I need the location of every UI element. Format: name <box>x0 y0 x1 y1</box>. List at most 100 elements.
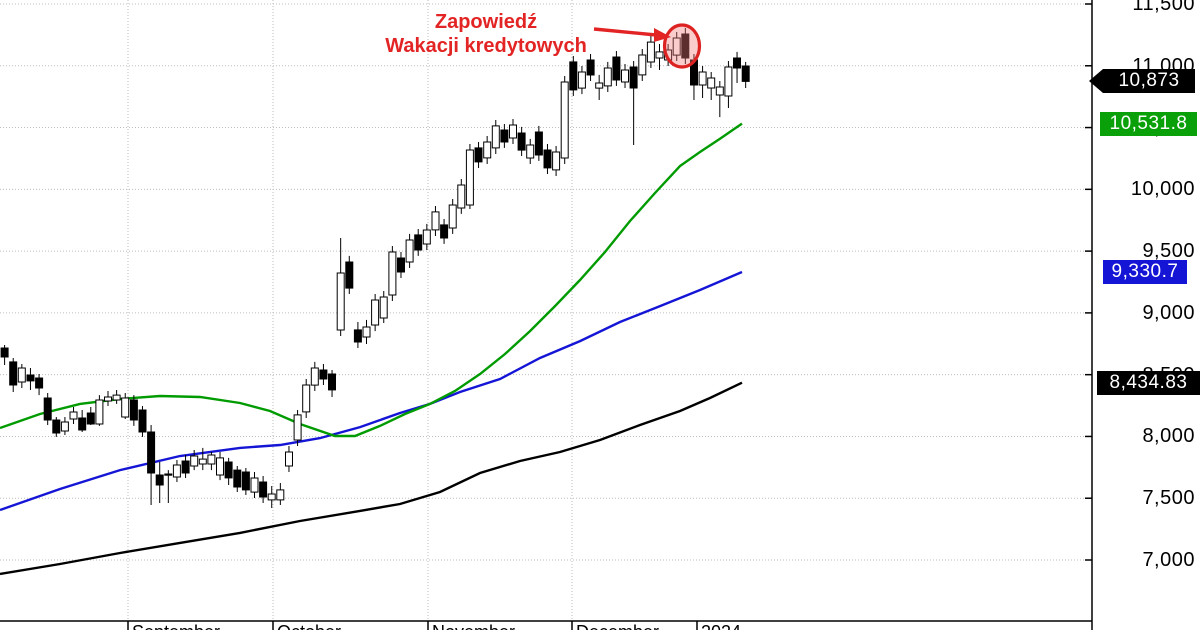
y-axis-tick-label: 11,500 <box>1132 0 1195 15</box>
ma-slow-badge: 8,434.83 <box>1097 371 1200 395</box>
y-axis-tick-label: 9,000 <box>1142 302 1195 324</box>
candle-body <box>276 489 285 501</box>
candle-body <box>440 224 449 239</box>
candle-body <box>267 493 276 501</box>
candle-body <box>595 82 604 89</box>
gridlines <box>0 0 1092 630</box>
candle-body <box>724 66 733 97</box>
candle-body <box>250 477 259 493</box>
candle-body <box>362 326 371 338</box>
annotation-text: Zapowiedź Wakacji kredytowych <box>385 10 587 58</box>
candle-body <box>129 399 138 421</box>
candle-body <box>17 367 26 383</box>
candle-body <box>78 417 87 431</box>
candle-body <box>655 51 664 59</box>
candle-body <box>526 144 535 159</box>
candle-body <box>198 458 207 465</box>
candle-body <box>319 369 328 380</box>
candle-body <box>224 461 233 479</box>
candle-body <box>638 54 647 76</box>
candle-body <box>741 65 750 82</box>
candle-body <box>164 473 173 476</box>
candle-body <box>621 69 629 83</box>
candle-body <box>86 412 95 425</box>
candle-body <box>69 411 78 420</box>
candle-body <box>138 409 147 433</box>
annotation-line1: Zapowiedź <box>434 11 538 33</box>
candle-body <box>26 374 35 382</box>
ma-fast-badge: 10,531.8 <box>1100 112 1197 136</box>
candle-body <box>560 81 569 159</box>
x-axis-month-label: October <box>277 622 341 630</box>
candle-body <box>95 399 104 425</box>
candle-body <box>216 457 224 476</box>
candles <box>0 28 750 508</box>
candle-body <box>43 397 52 421</box>
candle-body <box>465 149 474 206</box>
candle-body <box>9 361 18 386</box>
candle-body <box>629 66 638 89</box>
ma-slow-line <box>0 381 743 576</box>
y-axis-tick-label: 7,000 <box>1142 549 1195 571</box>
candle-body <box>603 67 612 87</box>
candle-body <box>422 229 431 245</box>
candle-body <box>448 204 457 229</box>
last-price-badge: 10,873 <box>1089 69 1195 93</box>
candle-body <box>328 373 336 391</box>
candle-body <box>431 211 440 231</box>
badge-pointer-icon <box>1089 69 1103 93</box>
candle-body <box>302 384 311 413</box>
y-axis-tick-label: 8,000 <box>1142 425 1195 447</box>
candle-body <box>172 464 181 478</box>
candle-body <box>121 397 130 418</box>
candle-body <box>233 469 242 488</box>
candle-body <box>345 261 354 289</box>
candle-body <box>379 296 388 319</box>
candle-body <box>672 37 681 56</box>
candle-body <box>569 61 578 91</box>
candle-body <box>474 147 483 163</box>
y-axis-tick-label: 9,500 <box>1142 240 1195 262</box>
candle-body <box>483 141 492 159</box>
candle-body <box>646 41 655 63</box>
candle-body <box>534 131 543 156</box>
candle-body <box>310 367 319 386</box>
candle-body <box>612 56 621 81</box>
highlight-circle <box>662 23 702 69</box>
candle-body <box>336 272 345 331</box>
annotation-line2: Wakacji kredytowych <box>385 35 587 57</box>
candle-body <box>52 419 61 434</box>
candle-body <box>715 86 724 96</box>
candle-body <box>698 71 707 86</box>
candle-body <box>509 124 517 139</box>
candle-body <box>491 125 500 149</box>
candle-body <box>543 149 552 169</box>
candle-body <box>500 129 509 143</box>
candle-body <box>241 471 250 491</box>
candle-body <box>0 347 9 358</box>
candle-body <box>517 132 526 151</box>
candle-body <box>586 59 595 76</box>
x-axis-month-label: 2024 <box>701 622 741 630</box>
candle-body <box>181 460 190 474</box>
annotation-arrowhead <box>654 28 671 42</box>
candle-body <box>457 184 466 209</box>
candle-body <box>104 396 112 402</box>
candle-body <box>388 251 397 296</box>
annotation-arrow <box>593 27 657 37</box>
candle-body <box>155 474 164 486</box>
candle-body <box>397 257 405 273</box>
y-axis-tick-label: 7,500 <box>1142 487 1195 509</box>
ma-fast-line <box>0 122 743 438</box>
x-axis-month-label: November <box>432 622 515 630</box>
candle-body <box>207 454 216 465</box>
candle-body <box>147 431 156 474</box>
candle-body <box>552 151 561 171</box>
candle-body <box>35 377 44 389</box>
ma-medium-badge: 9,330.7 <box>1103 260 1187 284</box>
candle-body <box>577 71 586 89</box>
candle-body <box>112 394 121 401</box>
candle-body <box>707 77 716 89</box>
